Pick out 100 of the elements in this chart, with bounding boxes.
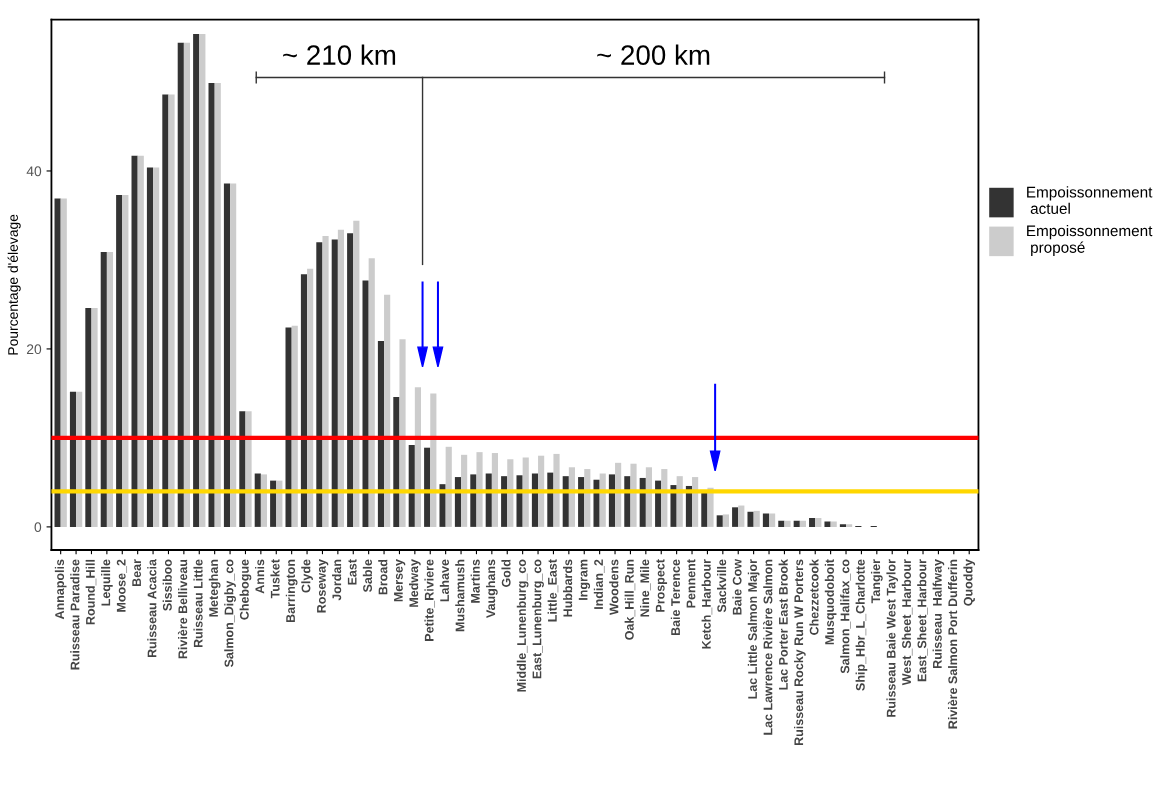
x-tick-label: West_Sheet_Harbour xyxy=(901,559,913,686)
bar xyxy=(208,82,215,527)
x-tick-label: Salmon_Halifax_co xyxy=(840,559,851,674)
bar xyxy=(424,447,431,527)
bar xyxy=(661,469,668,527)
legend-label: Empoissonnement actuel xyxy=(1027,186,1153,214)
bar xyxy=(193,33,200,527)
x-tick-label: Lac Little Salmon Major xyxy=(747,559,760,699)
bar xyxy=(430,393,437,527)
legend-label: Empoissonnement proposé xyxy=(1027,224,1153,256)
x-tick-label: Salmon_Digby_co xyxy=(224,559,236,668)
bar xyxy=(732,507,739,527)
bar xyxy=(799,520,806,527)
bar xyxy=(368,258,375,527)
x-tick-label: Woodens xyxy=(609,559,619,616)
bar xyxy=(131,155,138,527)
bar xyxy=(809,517,816,527)
x-tick-label: Martins xyxy=(470,559,480,603)
x-tick-label: Lac Lawrence Rivière Salmon xyxy=(763,559,773,735)
x-tick-label: East_Sheet_Harbour xyxy=(917,559,928,682)
x-tick-label: Roseway xyxy=(317,559,329,613)
bar xyxy=(85,308,92,527)
x-tick-label: Ruisseau Paradise xyxy=(70,559,80,670)
bar xyxy=(399,339,406,527)
bar xyxy=(747,511,754,527)
x-tick-label: Quoddy xyxy=(963,559,976,606)
x-tick-label: Ruisseau Halfway xyxy=(932,559,945,668)
bar xyxy=(214,82,221,527)
bar xyxy=(285,327,292,527)
bar xyxy=(738,505,745,527)
bar xyxy=(153,167,160,527)
bar xyxy=(784,520,791,527)
bar xyxy=(762,513,770,527)
bar xyxy=(384,294,391,527)
x-tick-label: Moose_2 xyxy=(116,559,128,612)
bar xyxy=(716,515,723,527)
bar xyxy=(639,477,646,527)
bar xyxy=(615,462,622,527)
bar xyxy=(239,411,246,527)
bar xyxy=(353,220,360,527)
x-tick-label: Hubbards xyxy=(563,559,573,617)
bar xyxy=(393,396,400,527)
bar xyxy=(593,479,600,527)
x-tick-label: Ruisseau Rocky Run W Porters xyxy=(794,559,806,746)
bar xyxy=(122,194,129,527)
bar xyxy=(177,42,184,527)
x-tick-label: Oak_Hill_Run xyxy=(624,559,636,640)
x-tick-label: Baie Terence xyxy=(670,559,680,636)
bar xyxy=(146,167,154,527)
bar xyxy=(260,474,268,527)
x-tick-label: Jordan xyxy=(332,559,342,601)
bar xyxy=(578,477,585,527)
x-tick-label: Chebogue xyxy=(239,559,252,620)
bar xyxy=(300,274,308,527)
bar xyxy=(753,510,760,527)
bar xyxy=(337,229,345,527)
bar xyxy=(722,514,729,527)
bar xyxy=(439,484,446,527)
bar xyxy=(568,467,575,527)
x-tick-label: Ingram xyxy=(578,559,591,600)
x-tick-label: Baie Cow xyxy=(732,559,742,615)
x-tick-label: Ruisseau Acacia xyxy=(147,558,157,658)
bar xyxy=(507,459,514,527)
bar xyxy=(137,155,144,527)
x-tick-label: Bear xyxy=(132,559,142,587)
bar xyxy=(670,485,677,527)
bar xyxy=(322,235,329,527)
x-tick-label: Tusket xyxy=(270,559,280,599)
x-tick-label: East_Lunenburg_co xyxy=(532,559,544,679)
bar xyxy=(91,308,98,527)
bar xyxy=(701,492,708,527)
bar xyxy=(331,239,338,527)
bar xyxy=(778,520,785,527)
bar xyxy=(183,42,191,527)
x-tick-label: Pennent xyxy=(686,559,696,608)
bar xyxy=(824,521,831,527)
x-tick-label: Barrington xyxy=(285,559,298,623)
x-tick-label: Ruisseau Little xyxy=(193,559,203,648)
x-tick-label: Little_East xyxy=(547,559,559,622)
x-tick-label: Medway xyxy=(409,559,421,607)
bar xyxy=(846,524,853,527)
bar xyxy=(624,476,631,527)
bar xyxy=(630,463,637,527)
bar xyxy=(584,469,591,527)
bar xyxy=(476,452,483,527)
x-tick-label: Ship_Hbr_L_Charlotte xyxy=(855,559,868,691)
bar xyxy=(769,513,776,527)
x-tick-label: Mushamush xyxy=(455,559,465,632)
bar xyxy=(76,391,83,527)
bar xyxy=(815,517,822,527)
bar xyxy=(377,340,385,527)
x-tick-label: Musquodoboit xyxy=(824,559,837,645)
bar xyxy=(522,457,529,527)
x-tick-label: Indian_2 xyxy=(593,559,605,609)
bar xyxy=(54,198,61,527)
bar xyxy=(516,475,523,527)
y-tick-label: 20 xyxy=(26,344,42,355)
bar xyxy=(839,524,847,527)
x-tick-label: Meteghan xyxy=(208,559,221,617)
x-tick-label: Sable xyxy=(362,559,373,593)
